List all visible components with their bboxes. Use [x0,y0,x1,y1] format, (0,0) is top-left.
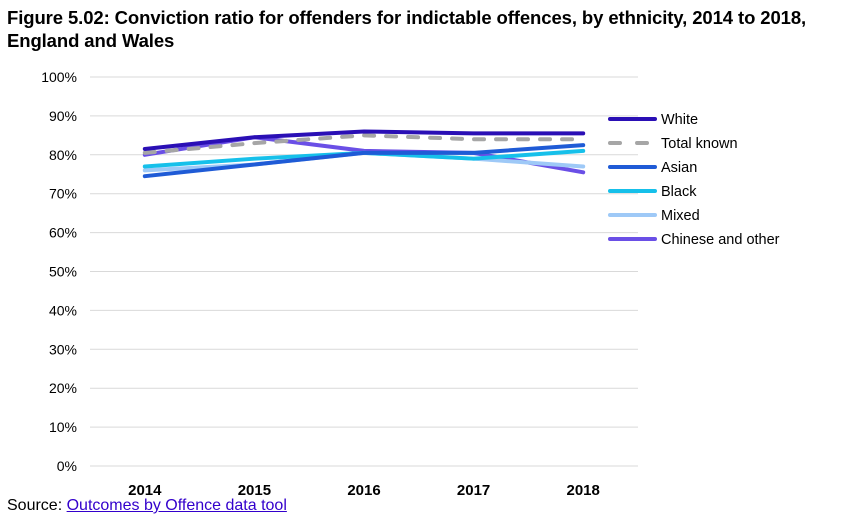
y-axis-ticks: 0% 10% 20% 30% 40% 50% 60% 70% 80% 90% 100% [41,69,77,474]
y-tick-label: 30% [49,341,77,357]
legend-label: Mixed [661,208,700,224]
y-tick-label: 70% [49,186,77,202]
source-link[interactable]: Outcomes by Offence data tool [66,497,287,514]
legend-label: Chinese and other [661,232,780,248]
y-tick-label: 60% [49,225,77,241]
x-tick-label: 2014 [128,482,162,499]
series-line-white [142,129,586,151]
legend-label: Asian [661,160,697,176]
y-tick-label: 50% [49,264,77,280]
source-note: Source: Outcomes by Offence data tool [7,497,287,515]
series-line-total-known [142,133,586,155]
source-label: Source: [7,497,63,514]
series-lines [142,129,586,179]
x-tick-label: 2017 [457,482,490,499]
y-tick-label: 20% [49,380,77,396]
x-axis-ticks: 2014 2015 2016 2017 2018 [128,482,600,499]
legend-label: Black [661,184,697,200]
x-tick-label: 2016 [347,482,380,499]
x-tick-label: 2015 [238,482,271,499]
series-line-asian [142,143,586,179]
y-tick-label: 80% [49,147,77,163]
y-tick-label: 10% [49,419,77,435]
y-tick-label: 0% [57,458,77,474]
y-tick-label: 100% [41,69,77,85]
legend: White Total known Asian Black Mixed Chinese a… [608,112,780,248]
legend-label: Total known [661,136,738,152]
x-tick-label: 2018 [567,482,600,499]
gridlines [90,76,638,467]
legend-label: White [661,112,698,128]
chart-title: Figure 5.02: Conviction ratio for offend… [7,7,807,51]
y-tick-label: 90% [49,108,77,124]
y-tick-label: 40% [49,302,77,318]
